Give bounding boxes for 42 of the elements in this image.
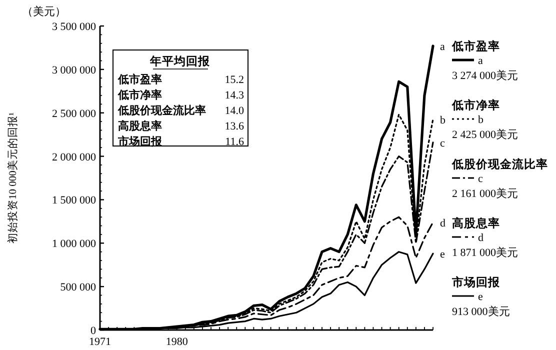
text: e [440,248,445,261]
text: 低股价现金流比率 [118,105,206,117]
y-tick-label: 3 000 000 [52,64,96,76]
text: 低市盈率 [118,74,162,86]
annotation: 14.3 [224,90,244,102]
text: 1 871 000美元 [452,247,518,259]
annotation: 15.2 [224,74,244,86]
text: b [478,114,484,126]
text: （美元） [22,5,66,18]
text: d [440,217,446,230]
text: 3 274 000美元 [452,70,518,82]
series-label: 低市盈率 [451,39,500,53]
text: c [440,137,445,150]
text: c [478,173,483,185]
y-tick-label: 2 000 000 [52,151,96,164]
y-tick-label: 1 000 000 [52,238,96,250]
y-tick-label: 2 500 000 [52,108,96,120]
y-axis-title: 初始投资10 000美元的回报¹ [6,112,19,244]
x-tick-label: 1980 [166,336,188,348]
text: 市场回报 [452,277,500,289]
y-tick-label: 0 [90,325,96,337]
text: 913 000美元 [452,306,510,318]
text: 低市净率 [118,90,162,102]
annotation: 14.0 [224,105,244,117]
text: 2 425 000美元 [452,129,518,141]
annotation: 11.6 [225,136,244,148]
x-tick-label: 1971 [89,336,111,348]
text: e [478,291,483,303]
y-tick-label: 1 500 000 [52,194,96,207]
text: 高股息率 [118,120,162,132]
series-label: 低市净率 [451,98,500,112]
series-label: 低股价现金流比率 [451,157,548,171]
text: d [478,232,484,244]
text: b [440,114,446,126]
y-tick-label: 500 000 [60,282,96,294]
annotation: 年平均回报 [149,54,211,68]
series-label: 高股息率 [452,216,500,230]
text: a [440,40,445,53]
annotation: 13.6 [224,120,244,132]
text: 2 161 000美元 [452,188,518,200]
y-tick-label: 3 500 000 [52,21,96,33]
text: a [478,55,483,67]
